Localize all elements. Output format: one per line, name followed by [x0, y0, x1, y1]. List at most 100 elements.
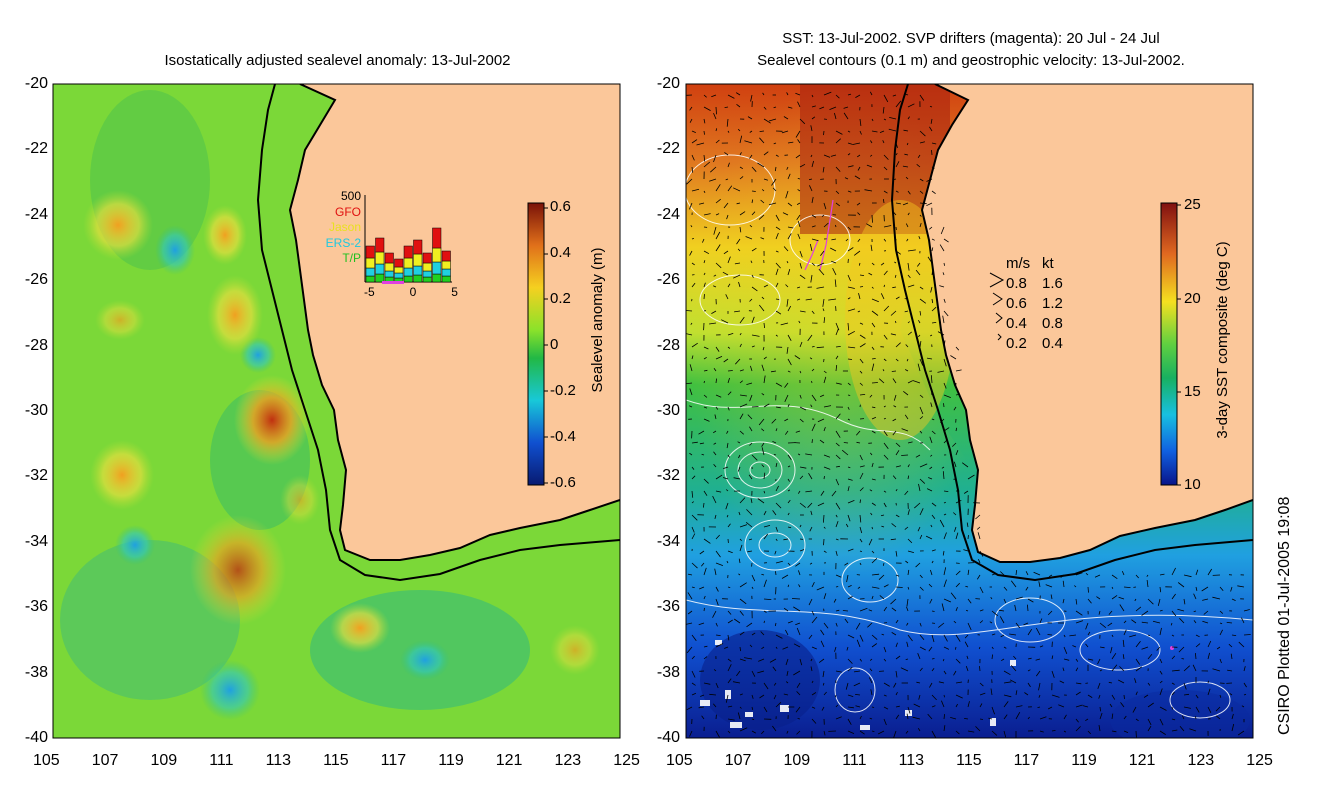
velocity-vector	[823, 593, 827, 600]
velocity-vector	[725, 694, 729, 703]
velocity-vector	[775, 298, 780, 300]
velocity-vector	[733, 274, 741, 279]
velocity-vector	[1051, 694, 1060, 698]
velocity-vector	[895, 142, 898, 149]
velocity-vector	[712, 430, 717, 434]
velocity-vector	[846, 574, 849, 583]
velocity-vector	[799, 466, 807, 469]
velocity-vector	[830, 247, 837, 252]
velocity-vector	[703, 190, 706, 193]
velocity-vector	[882, 562, 885, 566]
velocity-vector	[738, 454, 741, 459]
inset-bar-segment	[375, 273, 385, 283]
velocity-vector	[1000, 658, 1005, 662]
velocity-vector	[715, 346, 720, 352]
velocity-vector	[929, 598, 933, 604]
velocity-vector	[787, 268, 791, 276]
velocity-vector	[907, 706, 911, 714]
velocity-vector	[783, 607, 789, 612]
velocity-vector	[1146, 574, 1149, 577]
velocity-vector	[883, 706, 889, 710]
velocity-vector	[725, 178, 729, 181]
velocity-vector	[689, 106, 693, 111]
velocity-vector	[1058, 704, 1065, 708]
velocity-vector	[691, 526, 695, 533]
velocity-vector	[1147, 718, 1152, 726]
inset-bar-segment	[403, 267, 413, 277]
velocity-vector	[703, 356, 707, 360]
velocity-vector	[687, 610, 693, 615]
velocity-vector	[880, 293, 885, 300]
velocity-vector	[701, 453, 705, 456]
velocity-vector	[787, 305, 792, 312]
velocity-vector	[883, 502, 887, 508]
velocity-vector	[787, 620, 793, 624]
velocity-vector	[990, 688, 993, 696]
velocity-vector	[1097, 682, 1101, 689]
velocity-vector	[907, 550, 915, 553]
velocity-vector	[1027, 716, 1030, 720]
velocity-vector	[1171, 706, 1174, 710]
velocity-vector	[816, 346, 825, 349]
velocity-vector	[892, 286, 897, 289]
velocity-vector	[955, 346, 960, 351]
velocity-vector	[727, 370, 733, 372]
velocity-vector	[955, 694, 963, 699]
velocity-vector	[1143, 694, 1149, 698]
velocity-vector	[795, 430, 801, 433]
velocity-vector	[844, 177, 849, 180]
velocity-vector	[811, 238, 819, 242]
velocity-vector	[736, 103, 741, 108]
inset-legend: 500 GFO Jason ERS-2 T/P	[325, 189, 361, 267]
velocity-vector	[859, 358, 864, 364]
velocity-vector	[871, 262, 875, 266]
velocity-vector	[724, 646, 729, 649]
velocity-vector	[871, 416, 877, 420]
y-tick: -26	[656, 271, 680, 289]
velocity-vector	[689, 405, 693, 408]
velocity-vector	[905, 730, 909, 734]
velocity-vector	[787, 454, 792, 460]
velocity-vector	[763, 510, 767, 516]
velocity-vector	[699, 550, 705, 555]
velocity-vector	[883, 270, 888, 276]
velocity-vector	[727, 718, 735, 721]
velocity-vector	[919, 646, 926, 651]
velocity-vector	[793, 643, 801, 648]
velocity-vector	[939, 285, 945, 288]
velocity-vector	[1123, 730, 1129, 733]
velocity-vector	[785, 190, 789, 199]
velocity-vector	[763, 118, 771, 124]
velocity-vector	[998, 609, 1005, 612]
velocity-vector	[709, 693, 717, 696]
velocity-vector	[1047, 706, 1053, 710]
velocity-vector	[1015, 570, 1018, 576]
velocity-vector	[919, 463, 928, 468]
velocity-vector	[883, 718, 887, 726]
velocity-vector	[1219, 586, 1224, 591]
velocity-vector	[976, 574, 981, 580]
velocity-vector	[1219, 629, 1223, 636]
velocity-vector	[795, 706, 801, 713]
velocity-vector	[823, 466, 831, 470]
velocity-vector	[715, 262, 722, 269]
velocity-vector	[1159, 573, 1165, 576]
velocity-vector	[961, 462, 969, 468]
velocity-vector	[747, 414, 753, 420]
velocity-vector	[929, 466, 933, 470]
velocity-vector	[823, 130, 825, 136]
velocity-vector	[903, 390, 909, 396]
velocity-vector	[888, 128, 897, 132]
velocity-vector	[1135, 718, 1139, 722]
velocity-vector	[715, 622, 718, 627]
velocity-vector	[799, 370, 802, 374]
velocity-vector	[811, 610, 815, 616]
velocity-vector	[859, 382, 863, 386]
velocity-vector	[691, 634, 697, 641]
velocity-vector	[930, 375, 933, 384]
velocity-vector	[1121, 570, 1125, 576]
velocity-vector	[906, 598, 909, 607]
velocity-vector	[1087, 730, 1091, 735]
velocity-vector	[878, 378, 885, 384]
velocity-vector	[1099, 646, 1105, 649]
